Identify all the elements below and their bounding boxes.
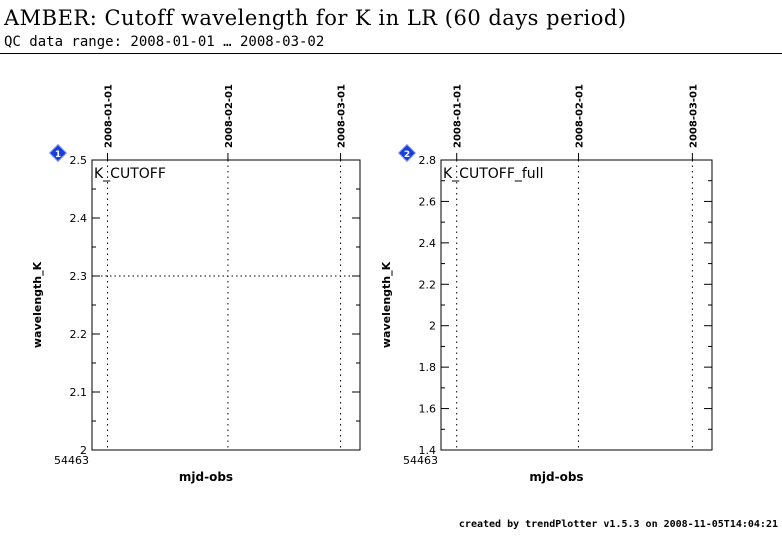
y-tick-label: 1.4 <box>419 444 437 457</box>
panel-badge-icon <box>48 143 68 163</box>
y-tick-label: 2 <box>80 444 87 457</box>
y-axis-label: wavelength_K <box>380 261 393 348</box>
y-tick-label: 2.4 <box>70 212 88 225</box>
panel-number: 1 <box>55 150 61 160</box>
x-start-label: 54463 <box>403 454 438 467</box>
date-marker-label: 2008-01-01 <box>453 84 464 148</box>
date-marker-label: 2008-02-01 <box>224 84 235 148</box>
y-tick-label: 2 <box>429 320 436 333</box>
page-title: AMBER: Cutoff wavelength for K in LR (60… <box>4 6 627 30</box>
date-marker-label: 2008-02-01 <box>574 84 585 148</box>
header-divider <box>0 53 782 54</box>
panel-label: K_CUTOFF_full <box>443 166 543 182</box>
footer-credit: created by trendPlotter v1.5.3 on 2008-1… <box>458 519 778 530</box>
plot-frame <box>440 159 713 451</box>
date-marker-label: 2008-03-01 <box>688 84 699 148</box>
panel-label: K_CUTOFF <box>94 166 166 182</box>
x-axis-label: mjd-obs <box>529 470 583 484</box>
page-subtitle: QC data range: 2008-01-01 … 2008-03-02 <box>4 34 325 50</box>
y-tick-label: 1.6 <box>419 403 437 416</box>
y-tick-label: 2.6 <box>419 195 437 208</box>
panel-number: 2 <box>404 150 410 160</box>
y-tick-label: 1.8 <box>419 361 437 374</box>
x-start-label: 54463 <box>54 454 89 467</box>
date-marker-label: 2008-01-01 <box>104 84 115 148</box>
y-tick-label: 2.8 <box>419 154 437 167</box>
panel-badge-icon <box>397 143 417 163</box>
panel-2: 1.4 1.6 1.8 2 2.2 2.4 2.6 2.8 2008-01-01 2008-02-… <box>380 84 713 484</box>
y-tick-label: 2.2 <box>70 328 88 341</box>
y-tick-label: 2.4 <box>419 237 437 250</box>
y-tick-label: 2.1 <box>70 386 88 399</box>
y-tick-label: 2.5 <box>70 154 88 167</box>
y-axis-label: wavelength_K <box>31 261 44 348</box>
panel-1: 2 2.1 2.2 2.3 2.4 2.5 2008-01-01 2008-02-01 2008… <box>31 84 361 484</box>
date-marker-label: 2008-03-01 <box>337 84 348 148</box>
plot-frame <box>91 159 361 451</box>
y-tick-label: 2.2 <box>419 278 437 291</box>
y-tick-label: 2.3 <box>70 270 88 283</box>
x-axis-label: mjd-obs <box>179 470 233 484</box>
